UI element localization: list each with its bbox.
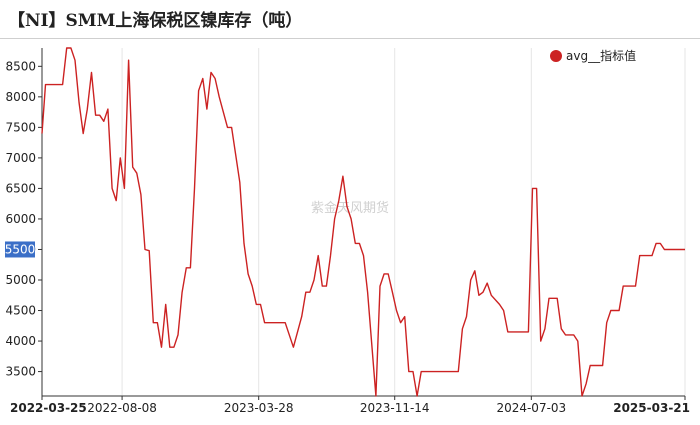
y-tick-label-5000: 5000 bbox=[5, 273, 36, 287]
x-axis: 2022-03-25 2022-08-08 2023-03-28 2023-11-14… bbox=[10, 395, 690, 415]
legend-label: avg__指标值 bbox=[566, 48, 636, 63]
y-tick-label-6500: 6500 bbox=[5, 181, 36, 195]
x-tick-label-0: 2022-03-25 bbox=[10, 401, 87, 415]
y-tick-label-7000: 7000 bbox=[5, 151, 36, 165]
legend[interactable]: avg__指标值 bbox=[550, 48, 636, 63]
y-tick-label-4000: 4000 bbox=[5, 334, 36, 348]
legend-marker bbox=[550, 50, 562, 62]
page-title: 【NI】SMM上海保税区镍库存（吨） bbox=[8, 11, 303, 31]
y-axis: 3500 4000 4500 5000 5500 6000 6500 7000 7500 8000… bbox=[5, 48, 43, 396]
y-tick-label-3500: 3500 bbox=[5, 365, 36, 379]
y-tick-label-6000: 6000 bbox=[5, 212, 36, 226]
y-tick-label-8000: 8000 bbox=[5, 90, 36, 104]
y-tick-label-8500: 8500 bbox=[5, 59, 36, 73]
highlight-bg bbox=[5, 241, 35, 258]
series-line-avg bbox=[41, 47, 685, 397]
x-tick-label-3: 2023-11-14 bbox=[360, 401, 430, 415]
x-tick-label-4: 2024-07-03 bbox=[496, 401, 566, 415]
highlight-text: 5500 bbox=[5, 242, 36, 256]
title-divider bbox=[0, 38, 700, 39]
y-axis-highlight-label: 5500 bbox=[5, 241, 36, 258]
x-tick-label-5: 2025-03-21 bbox=[613, 401, 690, 415]
y-tick-label-4500: 4500 bbox=[5, 304, 36, 318]
y-tick-label-7500: 7500 bbox=[5, 120, 36, 134]
x-tick-label-1: 2022-08-08 bbox=[87, 401, 157, 415]
vertical-gridlines bbox=[41, 48, 686, 396]
watermark: 紫金天风期货 bbox=[311, 200, 389, 216]
x-tick-label-2: 2023-03-28 bbox=[224, 401, 294, 415]
